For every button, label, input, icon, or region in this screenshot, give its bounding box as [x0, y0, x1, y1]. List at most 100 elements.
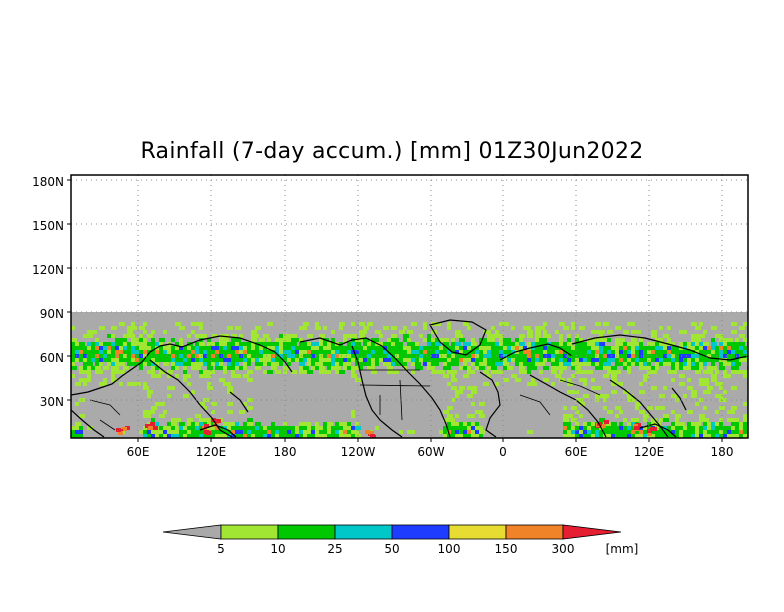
rain-cell: [487, 338, 493, 342]
rain-cell: [659, 418, 665, 422]
rain-cell: [75, 342, 81, 346]
rain-cell: [683, 350, 689, 354]
rain-cell: [571, 358, 577, 362]
rain-cell: [527, 358, 531, 362]
colorbar-min-arrow: [162, 524, 222, 540]
rain-cell: [639, 350, 643, 354]
rain-cell: [147, 342, 153, 346]
rain-cell: [627, 426, 633, 430]
rain-cell: [615, 434, 619, 438]
rain-cell: [475, 358, 479, 362]
rain-cell: [271, 366, 277, 370]
rain-cell: [567, 358, 573, 362]
rain-cell: [79, 350, 85, 354]
rain-cell: [583, 394, 589, 398]
rain-cell: [307, 422, 311, 426]
rain-cell: [271, 362, 277, 366]
rain-cell: [563, 362, 569, 366]
rain-cell: [295, 430, 301, 434]
rain-cell: [471, 354, 475, 358]
rain-cell: [267, 362, 273, 366]
rain-cell: [235, 338, 241, 342]
rain-cell: [471, 434, 475, 438]
rain-cell: [619, 422, 623, 426]
coastline-africa-europe-west: [71, 343, 183, 396]
rain-cell: [611, 346, 615, 350]
rain-cell: [651, 370, 657, 374]
rain-cell: [247, 358, 253, 362]
rain-cell: [335, 346, 341, 350]
rain-cell: [675, 422, 679, 426]
rain-cell: [603, 362, 609, 366]
rain-cell: [91, 358, 97, 362]
rain-cell: [227, 426, 233, 430]
x-tick-label-60w: 60W: [417, 445, 444, 459]
rain-cell: [623, 350, 629, 354]
rain-cell: [167, 386, 173, 390]
rain-cell: [735, 346, 741, 350]
rain-cell: [327, 354, 333, 358]
rain-cell: [295, 346, 299, 350]
rain-cell: [499, 346, 505, 350]
rain-cell: [623, 426, 627, 430]
rain-cell: [407, 354, 413, 358]
rain-cell: [507, 342, 513, 346]
rain-cell: [131, 338, 135, 342]
rain-cell: [363, 338, 369, 342]
rain-cell: [495, 330, 499, 334]
rain-cell: [383, 362, 387, 366]
rain-cell: [451, 430, 455, 434]
rain-cell: [191, 362, 195, 366]
rain-cell: [323, 434, 329, 438]
rain-cell: [487, 330, 491, 334]
rain-cell: [299, 422, 303, 426]
rain-cell: [447, 326, 451, 330]
rain-cell: [619, 350, 623, 354]
rain-cell: [583, 346, 587, 350]
rain-cell: [615, 346, 621, 350]
rain-cell: [199, 334, 203, 338]
coastline-east-asia-right: [609, 379, 669, 438]
rain-cell: [707, 366, 713, 370]
rain-cell: [591, 358, 595, 362]
rain-cell: [151, 354, 155, 358]
rain-cell: [395, 350, 399, 354]
rain-cell: [143, 338, 147, 342]
rain-cell: [431, 354, 437, 358]
rain-cell: [707, 358, 713, 362]
rain-cell: [207, 370, 213, 374]
rain-cell: [699, 426, 703, 430]
rain-cell: [127, 342, 133, 346]
rain-cell: [743, 426, 747, 430]
x-tick-label-120w: 120W: [341, 445, 376, 459]
rain-cell: [443, 342, 449, 346]
rain-cell: [699, 350, 705, 354]
rain-cell: [695, 334, 699, 338]
rain-cell: [211, 410, 215, 414]
rain-cell: [467, 370, 471, 374]
rain-cell: [727, 434, 733, 438]
rain-cell: [603, 346, 609, 350]
rain-cell: [447, 418, 451, 422]
rain-cell: [535, 326, 541, 330]
rain-cell: [371, 366, 375, 370]
rain-cell: [303, 358, 309, 362]
rain-cell: [543, 334, 547, 338]
rain-cell: [443, 350, 449, 354]
rain-cell: [187, 346, 191, 350]
rain-cell: [147, 434, 151, 438]
rain-cell: [219, 358, 225, 362]
rain-cell: [619, 362, 625, 366]
rain-cell: [487, 334, 493, 338]
rain-cell: [231, 342, 237, 346]
rain-cell: [531, 354, 537, 358]
rain-cell: [275, 350, 281, 354]
rain-cell: [699, 362, 703, 366]
x-tick-label-60e: 60E: [127, 445, 150, 459]
rain-cell: [691, 342, 695, 346]
rain-cell: [203, 374, 209, 378]
rain-cell: [231, 346, 237, 350]
rain-cell: [679, 350, 683, 354]
rain-cell: [735, 366, 739, 370]
colorbar-label-5: 5: [217, 542, 225, 556]
